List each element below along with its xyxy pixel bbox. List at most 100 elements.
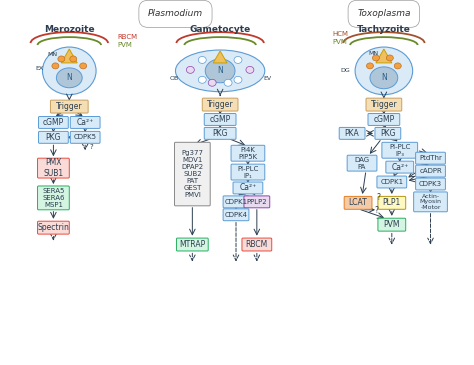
FancyBboxPatch shape xyxy=(37,158,69,178)
Ellipse shape xyxy=(386,55,393,61)
Ellipse shape xyxy=(355,47,413,95)
Text: MN: MN xyxy=(369,51,379,57)
Text: PVM: PVM xyxy=(117,42,132,48)
Text: SERA5
SERA6
MSP1: SERA5 SERA6 MSP1 xyxy=(42,188,64,208)
FancyBboxPatch shape xyxy=(70,131,100,143)
Ellipse shape xyxy=(205,59,235,83)
Text: Ca²⁺: Ca²⁺ xyxy=(76,118,94,127)
FancyBboxPatch shape xyxy=(37,221,69,234)
Polygon shape xyxy=(213,51,227,63)
Text: Trigger: Trigger xyxy=(56,102,82,111)
Text: Pi4K
PIP5K: Pi4K PIP5K xyxy=(238,147,257,160)
Text: ?: ? xyxy=(374,206,378,215)
Text: cGMP: cGMP xyxy=(373,115,394,124)
Ellipse shape xyxy=(370,67,398,89)
FancyBboxPatch shape xyxy=(233,182,263,194)
Text: Pg377
MDV1
DPAP2
SUB2
PAT
GEST
PMVI: Pg377 MDV1 DPAP2 SUB2 PAT GEST PMVI xyxy=(181,150,203,198)
Text: OB: OB xyxy=(170,76,179,81)
Text: Merozoite: Merozoite xyxy=(44,25,95,34)
Text: MTRAP: MTRAP xyxy=(179,240,205,249)
FancyBboxPatch shape xyxy=(378,196,406,209)
Text: RBCM: RBCM xyxy=(246,240,268,249)
FancyBboxPatch shape xyxy=(174,142,210,206)
Text: MN: MN xyxy=(47,53,57,57)
Text: PVM: PVM xyxy=(383,220,400,229)
FancyBboxPatch shape xyxy=(386,161,414,173)
Text: EX: EX xyxy=(36,66,44,72)
Text: Ca²⁺: Ca²⁺ xyxy=(239,184,256,192)
Text: CDPK5: CDPK5 xyxy=(73,134,97,141)
Ellipse shape xyxy=(394,63,401,69)
Text: DG: DG xyxy=(340,68,350,73)
FancyBboxPatch shape xyxy=(176,238,208,251)
FancyBboxPatch shape xyxy=(37,186,69,210)
Text: DAG
PA: DAG PA xyxy=(355,157,370,170)
Ellipse shape xyxy=(246,66,254,73)
Ellipse shape xyxy=(234,57,242,64)
FancyBboxPatch shape xyxy=(344,196,372,209)
FancyBboxPatch shape xyxy=(377,176,407,188)
Text: ?: ? xyxy=(376,193,380,202)
Text: PI-PLC
IP₃: PI-PLC IP₃ xyxy=(389,144,410,157)
Text: ?: ? xyxy=(89,144,93,150)
Text: Actin-
Myosin
-Motor: Actin- Myosin -Motor xyxy=(419,193,441,210)
FancyBboxPatch shape xyxy=(38,116,68,128)
Ellipse shape xyxy=(224,79,232,86)
Text: LCAT: LCAT xyxy=(349,198,367,207)
FancyBboxPatch shape xyxy=(368,114,400,126)
FancyBboxPatch shape xyxy=(382,142,418,158)
FancyBboxPatch shape xyxy=(416,152,446,164)
Ellipse shape xyxy=(366,63,374,69)
Ellipse shape xyxy=(208,79,216,86)
Text: CDPK1: CDPK1 xyxy=(380,179,403,185)
FancyBboxPatch shape xyxy=(414,192,447,212)
Text: Trigger: Trigger xyxy=(207,100,233,109)
Ellipse shape xyxy=(70,56,77,62)
FancyBboxPatch shape xyxy=(347,155,377,171)
FancyBboxPatch shape xyxy=(204,114,236,126)
Ellipse shape xyxy=(52,63,59,69)
Text: Toxoplasma: Toxoplasma xyxy=(357,9,410,18)
FancyBboxPatch shape xyxy=(204,127,236,139)
FancyBboxPatch shape xyxy=(38,131,68,143)
FancyBboxPatch shape xyxy=(378,218,406,231)
Text: PKG: PKG xyxy=(46,133,61,142)
Text: cADPR: cADPR xyxy=(419,168,442,174)
FancyBboxPatch shape xyxy=(339,127,365,139)
Text: Trigger: Trigger xyxy=(371,100,397,109)
Ellipse shape xyxy=(198,57,206,64)
Text: CDPK1: CDPK1 xyxy=(225,199,247,205)
Text: RBCM: RBCM xyxy=(117,34,137,40)
Text: Gametocyte: Gametocyte xyxy=(190,25,251,34)
Text: EV: EV xyxy=(264,76,272,81)
Ellipse shape xyxy=(186,66,194,73)
FancyBboxPatch shape xyxy=(231,145,265,161)
Ellipse shape xyxy=(198,76,206,83)
Text: N: N xyxy=(217,66,223,75)
Text: N: N xyxy=(66,73,72,82)
FancyBboxPatch shape xyxy=(242,238,272,251)
Ellipse shape xyxy=(234,76,242,83)
Text: PMX
SUB1: PMX SUB1 xyxy=(43,158,64,178)
Polygon shape xyxy=(61,49,77,63)
Text: PI-PLC
IP₁: PI-PLC IP₁ xyxy=(237,166,259,178)
Text: PtdThr: PtdThr xyxy=(419,155,442,161)
Text: cGMP: cGMP xyxy=(210,115,231,124)
Polygon shape xyxy=(376,49,392,63)
FancyBboxPatch shape xyxy=(231,164,265,180)
Text: PPLP2: PPLP2 xyxy=(246,199,267,205)
Text: HCM: HCM xyxy=(332,31,348,37)
FancyBboxPatch shape xyxy=(223,209,249,221)
Text: CDPK4: CDPK4 xyxy=(225,212,247,218)
FancyBboxPatch shape xyxy=(416,165,446,177)
FancyBboxPatch shape xyxy=(202,98,238,111)
Text: N: N xyxy=(381,73,387,82)
FancyBboxPatch shape xyxy=(50,100,88,113)
Text: Ca²⁺: Ca²⁺ xyxy=(391,163,409,172)
Ellipse shape xyxy=(373,55,379,61)
Text: CDPK3: CDPK3 xyxy=(419,181,442,187)
FancyBboxPatch shape xyxy=(366,98,402,111)
Text: PLP1: PLP1 xyxy=(383,198,401,207)
Ellipse shape xyxy=(175,50,265,92)
Ellipse shape xyxy=(56,68,82,88)
